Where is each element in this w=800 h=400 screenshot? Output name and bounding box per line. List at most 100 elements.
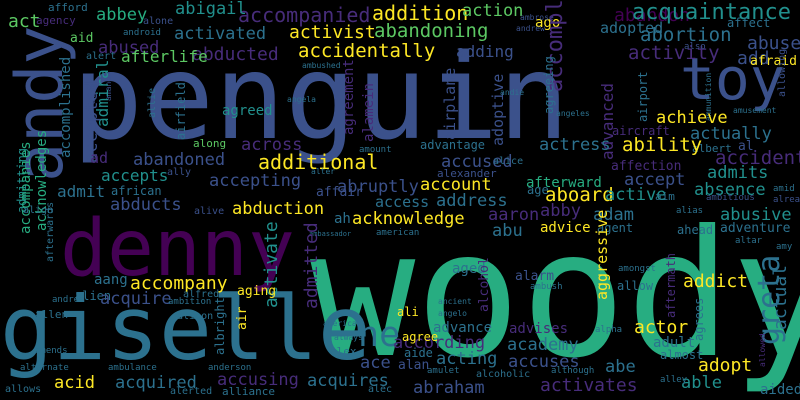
cloud-word-alone: alone [143, 16, 174, 27]
cloud-word-angela: angela [287, 95, 316, 104]
cloud-word-ability: ability [622, 134, 703, 156]
cloud-word-actual: actual [770, 264, 791, 330]
cloud-word-amusement: amusement [733, 106, 777, 115]
cloud-word-ambush: ambush [530, 282, 563, 292]
cloud-word-aggressive: aggressive [593, 209, 611, 300]
cloud-word-along: along [193, 137, 227, 150]
cloud-word-aftermath: aftermath [664, 252, 678, 318]
cloud-word-allowed: allowed [758, 333, 767, 367]
cloud-word-alien: alien [75, 289, 112, 303]
cloud-word-abduction: abduction [232, 199, 325, 219]
cloud-word-andie: andie [500, 88, 525, 97]
cloud-word-accompanies: accompanies [18, 141, 34, 234]
cloud-word-amy: amy [776, 242, 793, 252]
cloud-word-al: al [738, 139, 754, 154]
cloud-word-aided: aided [760, 382, 800, 398]
cloud-word-airport: airport [636, 71, 650, 122]
cloud-word-acid: acid [54, 373, 95, 393]
cloud-word-align: align [23, 205, 54, 216]
cloud-word-add: add [737, 48, 770, 69]
cloud-word-ambulance: ambulance [108, 363, 157, 373]
cloud-word-albert: albert [692, 142, 732, 155]
cloud-word-aaron: aaron [488, 205, 540, 225]
cloud-word-alpha: alpha [595, 325, 623, 335]
cloud-word-accompany: accompany [130, 273, 228, 294]
cloud-word-ambitious: ambitious [706, 193, 755, 203]
cloud-word-aboard: aboard [545, 184, 614, 206]
cloud-word-advice: advice [540, 220, 591, 236]
cloud-word-ne: ne [358, 315, 401, 355]
cloud-word-abducts: abducts [110, 195, 182, 215]
cloud-word-adopted: adopted [600, 19, 664, 37]
cloud-word-air: air [235, 306, 250, 330]
cloud-word-address: address [436, 191, 508, 211]
cloud-word-agree: agree [402, 330, 439, 344]
cloud-word-accused: accused [441, 152, 513, 172]
cloud-word-alliance: alliance [222, 385, 275, 398]
cloud-word-accompanied: accompanied [238, 3, 371, 27]
cloud-word-giselle: giselle [0, 277, 371, 380]
cloud-word-albright: albright [213, 297, 227, 355]
cloud-word-allowing: allowing [777, 48, 788, 97]
cloud-word-activity: activity [628, 42, 720, 64]
cloud-word-denny: denny [60, 204, 295, 294]
cloud-word-acquired: acquired [115, 373, 197, 393]
cloud-word-according: according [393, 333, 486, 353]
cloud-word-abused: abused [98, 38, 160, 58]
cloud-word-accomplished: accomplished [58, 56, 74, 158]
cloud-word-ancient: ancient [438, 297, 472, 306]
cloud-word-alarm: alarm [515, 269, 555, 284]
cloud-word-aircraft: aircraft [612, 124, 670, 138]
cloud-word-activist: activist [289, 22, 376, 43]
cloud-word-android: android [123, 28, 161, 38]
cloud-word-amends: amends [35, 346, 68, 356]
cloud-word-american: american [376, 228, 420, 238]
cloud-word-abruptly: abruptly [337, 177, 419, 197]
cloud-word-agreeing: agreeing [542, 56, 556, 114]
cloud-word-abusive: abusive [720, 205, 792, 225]
cloud-word-affection: affection [611, 159, 682, 174]
cloud-word-accept: accept [624, 170, 686, 190]
cloud-word-actress: actress [539, 135, 611, 155]
cloud-word-aim: aim [655, 190, 675, 203]
cloud-word-angeles: angeles [556, 109, 590, 118]
cloud-word-actually: actually [690, 124, 772, 144]
cloud-word-ah: ah [334, 211, 351, 227]
cloud-word-alerted: alerted [170, 386, 213, 397]
cloud-word-admitted: admitted [301, 222, 322, 309]
cloud-word-activates: activates [540, 375, 638, 396]
cloud-word-action: action [462, 1, 524, 21]
cloud-word-adventure: adventure [720, 221, 791, 236]
cloud-word-woody: woody [310, 194, 800, 397]
cloud-word-ad: ad [90, 149, 109, 167]
cloud-word-penguin: penguin [72, 28, 570, 166]
cloud-word-aid: aid [70, 31, 94, 46]
cloud-word-addition: addition [372, 1, 469, 25]
cloud-word-altar: altar [735, 236, 763, 246]
cloud-word-afterwards: afterwards [45, 201, 56, 262]
cloud-word-acquire: acquire [100, 289, 172, 309]
cloud-word-alfred: alfred [183, 289, 220, 300]
cloud-word-afford: afford [48, 1, 88, 14]
cloud-word-alcoholic: alcoholic [476, 369, 531, 380]
cloud-word-amulet: amulet [427, 366, 460, 376]
cloud-word-acquaintance: acquaintance [632, 0, 791, 25]
cloud-word-adding: adding [456, 42, 514, 61]
cloud-word-adoptive: adoptive [489, 73, 507, 146]
cloud-word-aide: aide [404, 346, 433, 360]
cloud-word-ago: ago [535, 15, 561, 31]
cloud-word-across: across [241, 135, 303, 155]
cloud-word-active: active [605, 185, 667, 205]
cloud-word-activated: activated [174, 24, 267, 44]
cloud-word-alcohol: alcohol [477, 257, 492, 312]
cloud-word-acting: acting [436, 349, 498, 369]
cloud-word-accident: accident [715, 147, 800, 169]
cloud-word-abandoning: abandoning [374, 20, 489, 42]
cloud-word-anderson: anderson [208, 363, 252, 373]
cloud-word-alternate: alternate [20, 363, 69, 373]
cloud-word-alice: alice [493, 156, 524, 167]
cloud-word-account: account [420, 175, 492, 195]
cloud-word-abandon: abandon [614, 5, 690, 26]
cloud-word-accepts: accepts [101, 166, 169, 185]
